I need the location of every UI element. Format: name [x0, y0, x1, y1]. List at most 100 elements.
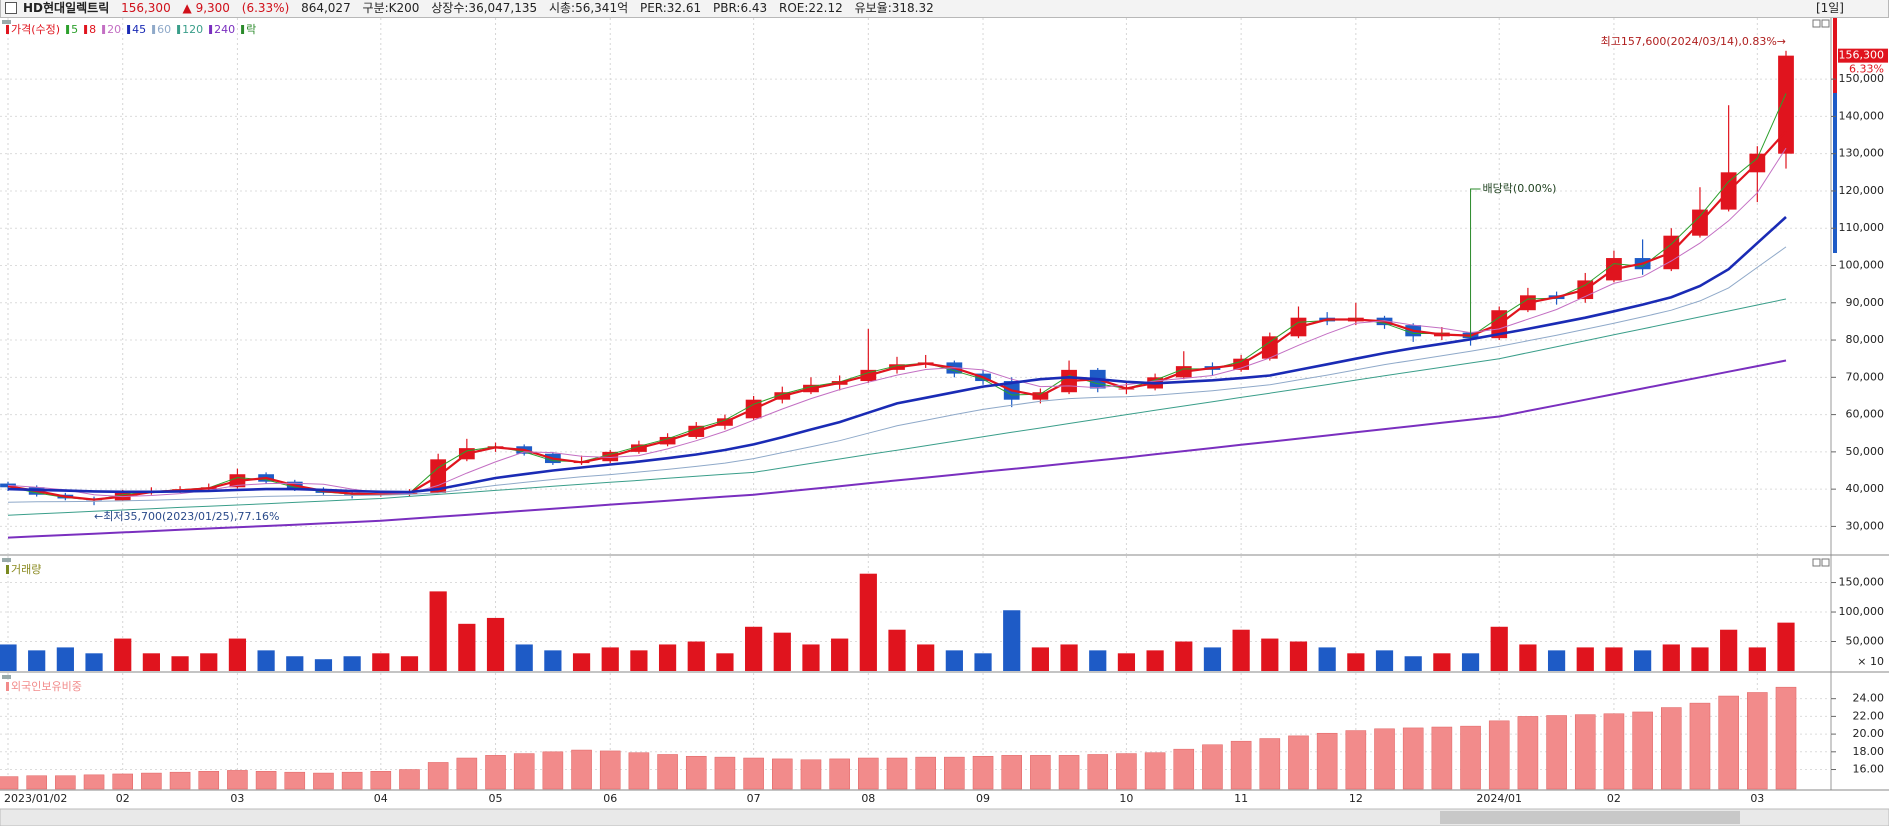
- bar: [1461, 653, 1480, 671]
- bar: [427, 762, 449, 790]
- legend-swatch: [6, 565, 9, 574]
- bar: [1261, 638, 1279, 671]
- low-annotation: ←최저35,700(2023/01/25),77.16%: [94, 510, 279, 523]
- y-tick-label: 50,000: [1846, 445, 1885, 458]
- bar: [687, 641, 705, 671]
- shares: 상장수:36,047,135: [431, 1, 538, 15]
- bar: [314, 659, 333, 671]
- bar: [658, 644, 677, 671]
- bar: [1031, 647, 1049, 671]
- period[interactable]: [1일]: [1815, 1, 1844, 15]
- bar: [1058, 755, 1080, 790]
- x-tick-label: 05: [489, 792, 503, 805]
- bar: [1375, 650, 1394, 671]
- change: ▲ 9,300: [182, 1, 230, 15]
- scrollbar[interactable]: [0, 808, 1889, 826]
- bar: [945, 650, 963, 671]
- moving-average: [7, 298, 1787, 516]
- moving-average: [7, 359, 1787, 539]
- bar: [1345, 730, 1367, 790]
- bar: [227, 770, 248, 790]
- bar: [1347, 653, 1365, 671]
- bar: [486, 617, 505, 671]
- bar: [1747, 692, 1768, 790]
- bar: [1433, 653, 1451, 671]
- bar: [1605, 647, 1623, 671]
- panel-button[interactable]: [1821, 558, 1830, 567]
- price-tag: [1838, 48, 1888, 63]
- panel-button[interactable]: [1821, 19, 1830, 28]
- panel-icon: [2, 20, 11, 24]
- price-tag-label: 156,300: [1839, 49, 1885, 62]
- bar: [1203, 647, 1222, 671]
- per: PER:32.61: [639, 1, 702, 15]
- bar: [571, 749, 592, 790]
- bar: [743, 757, 764, 790]
- x-tick-label: 2023/01/02: [4, 792, 67, 805]
- y-tick-label: 50,000: [1846, 635, 1885, 648]
- y-tick-label: 60,000: [1846, 408, 1885, 421]
- range-bar: [1833, 18, 1837, 93]
- y-tick-label: 70,000: [1846, 370, 1885, 383]
- checkbox[interactable]: [5, 1, 17, 14]
- bar: [169, 771, 191, 790]
- y-tick-label: 100,000: [1839, 605, 1885, 618]
- bar: [599, 750, 621, 790]
- legend-swatch: [6, 25, 9, 34]
- bar: [1662, 644, 1680, 671]
- bar: [1089, 650, 1107, 671]
- x-tick-label: 09: [976, 792, 990, 805]
- bar: [1576, 647, 1594, 671]
- bar: [974, 653, 992, 671]
- bar: [1661, 707, 1682, 790]
- bar: [114, 638, 132, 671]
- unit-label: × 10: [1857, 655, 1884, 668]
- bar: [515, 644, 533, 671]
- legend-swatch: [177, 25, 181, 34]
- bar: [1144, 752, 1166, 790]
- bar: [0, 776, 19, 790]
- bar: [141, 772, 162, 790]
- panel-icon: [2, 675, 11, 679]
- bar: [1318, 647, 1336, 671]
- x-tick-label: 04: [374, 792, 388, 805]
- y-tick-label: 90,000: [1846, 296, 1885, 309]
- bar: [1173, 748, 1195, 790]
- bar: [858, 757, 879, 790]
- price: 156,300: [121, 1, 171, 15]
- bar: [257, 650, 275, 671]
- y-tick-label: 130,000: [1839, 147, 1885, 160]
- x-tick-label: 12: [1349, 792, 1363, 805]
- x-tick-label: 06: [603, 792, 617, 805]
- candle-body: [1778, 55, 1794, 154]
- bar: [572, 653, 591, 671]
- bar: [1431, 726, 1453, 790]
- ex-dividend-line: [1470, 188, 1481, 339]
- panel-title: 외국인보유비중: [11, 680, 82, 693]
- panel-button[interactable]: [1812, 19, 1821, 28]
- moving-average: [7, 246, 1787, 503]
- x-tick-label: 02: [116, 792, 130, 805]
- bar: [198, 771, 220, 790]
- y-tick-label: 80,000: [1846, 333, 1885, 346]
- high-annotation: 최고157,600(2024/03/14),0.83%→: [1601, 35, 1786, 48]
- pbr: PBR:6.43: [712, 1, 768, 15]
- y-tick-label: 24.00: [1853, 692, 1885, 705]
- x-tick-label: 03: [230, 792, 244, 805]
- bar: [429, 591, 447, 671]
- change-rate: (6.33%): [241, 1, 290, 15]
- bar: [456, 757, 478, 790]
- bar: [544, 650, 562, 671]
- bar: [1460, 725, 1481, 790]
- bar: [1404, 656, 1422, 671]
- legend-label: 240: [214, 23, 235, 36]
- bar: [1230, 740, 1252, 790]
- segment: 구분:K200: [362, 1, 420, 15]
- bar: [370, 771, 392, 790]
- bar: [772, 758, 793, 790]
- scroll-thumb[interactable]: [1440, 811, 1740, 824]
- panel-button[interactable]: [1812, 558, 1821, 567]
- y-tick-label: 120,000: [1839, 184, 1885, 197]
- bar: [513, 753, 535, 790]
